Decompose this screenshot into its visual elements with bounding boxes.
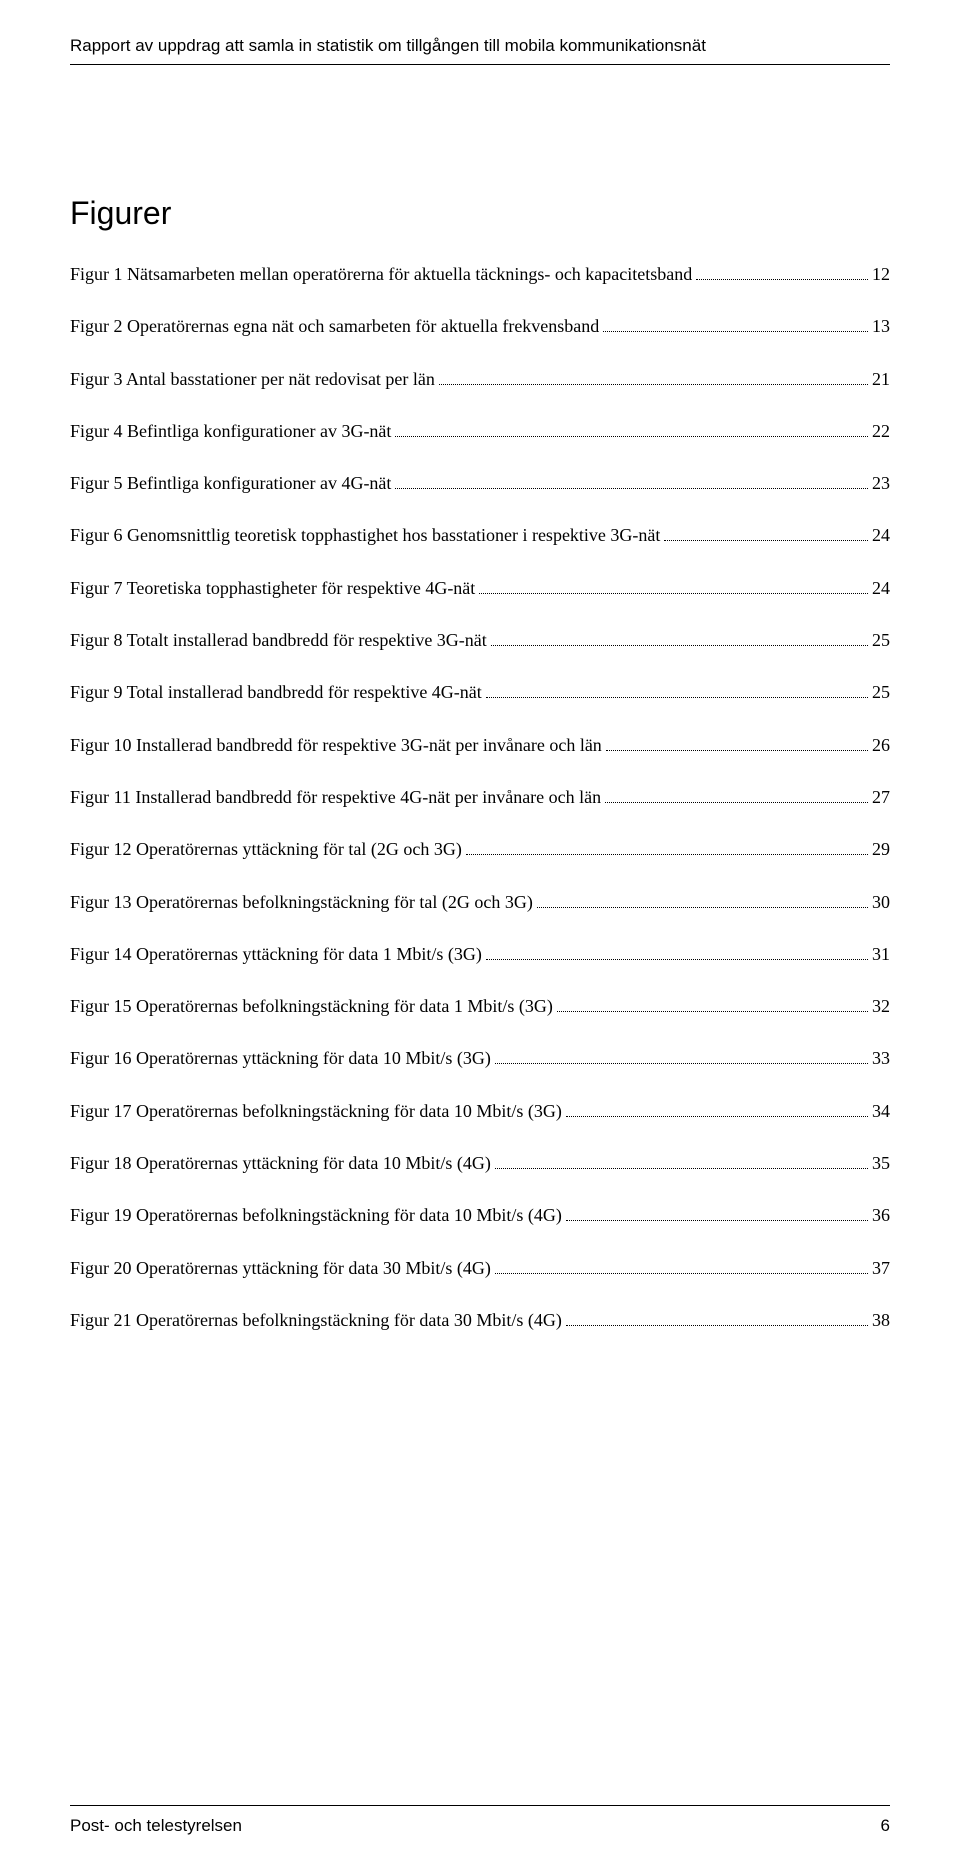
toc-row-label: Figur 14 Operatörernas yttäckning för da… [70, 942, 482, 966]
toc-row-label: Figur 2 Operatörernas egna nät och samar… [70, 314, 599, 338]
toc-leader-dots [495, 1256, 868, 1273]
toc-row: Figur 2 Operatörernas egna nät och samar… [70, 314, 890, 338]
toc-leader-dots [479, 577, 868, 594]
toc-row-label: Figur 18 Operatörernas yttäckning för da… [70, 1151, 491, 1175]
toc-row-page: 30 [872, 890, 890, 914]
document-page: Rapport av uppdrag att samla in statisti… [0, 0, 960, 1876]
toc-row: Figur 17 Operatörernas befolkningstäckni… [70, 1099, 890, 1123]
toc-leader-dots [495, 1047, 868, 1064]
footer-organization: Post- och telestyrelsen [70, 1816, 242, 1836]
toc-row-page: 24 [872, 576, 890, 600]
toc-row-label: Figur 19 Operatörernas befolkningstäckni… [70, 1203, 562, 1227]
toc-row-label: Figur 5 Befintliga konfigurationer av 4G… [70, 471, 391, 495]
toc-row-page: 25 [872, 628, 890, 652]
toc-leader-dots [606, 733, 868, 750]
toc-row-page: 27 [872, 785, 890, 809]
toc-leader-dots [566, 1100, 868, 1117]
document-header: Rapport av uppdrag att samla in statisti… [70, 36, 890, 65]
toc-row-page: 29 [872, 837, 890, 861]
toc-row-page: 33 [872, 1046, 890, 1070]
toc-leader-dots [486, 681, 868, 698]
toc-row: Figur 11 Installerad bandbredd för respe… [70, 785, 890, 809]
toc-row-label: Figur 15 Operatörernas befolkningstäckni… [70, 994, 553, 1018]
toc-row-page: 38 [872, 1308, 890, 1332]
toc-row-page: 35 [872, 1151, 890, 1175]
toc-row-page: 32 [872, 994, 890, 1018]
toc-row-page: 12 [872, 262, 890, 286]
toc-row: Figur 4 Befintliga konfigurationer av 3G… [70, 419, 890, 443]
toc-row-label: Figur 6 Genomsnittlig teoretisk topphast… [70, 523, 660, 547]
toc-leader-dots [603, 315, 868, 332]
toc-row-label: Figur 12 Operatörernas yttäckning för ta… [70, 837, 462, 861]
toc-row-page: 36 [872, 1203, 890, 1227]
document-header-title: Rapport av uppdrag att samla in statisti… [70, 36, 706, 55]
section-heading-text: Figurer [70, 195, 171, 231]
toc-row: Figur 3 Antal basstationer per nät redov… [70, 367, 890, 391]
document-footer: Post- och telestyrelsen 6 [70, 1805, 890, 1836]
toc-leader-dots [395, 472, 868, 489]
toc-row-label: Figur 11 Installerad bandbredd för respe… [70, 785, 601, 809]
toc-row-page: 34 [872, 1099, 890, 1123]
toc-row-page: 13 [872, 314, 890, 338]
toc-row: Figur 13 Operatörernas befolkningstäckni… [70, 890, 890, 914]
toc-row: Figur 8 Totalt installerad bandbredd för… [70, 628, 890, 652]
toc-leader-dots [566, 1204, 868, 1221]
vertical-spacer [70, 1360, 890, 1805]
toc-row: Figur 9 Total installerad bandbredd för … [70, 680, 890, 704]
toc-row-page: 26 [872, 733, 890, 757]
toc-row-label: Figur 16 Operatörernas yttäckning för da… [70, 1046, 491, 1070]
toc-leader-dots [395, 420, 868, 437]
toc-leader-dots [491, 629, 868, 646]
toc-leader-dots [486, 943, 868, 960]
toc-leader-dots [537, 890, 868, 907]
toc-row-label: Figur 4 Befintliga konfigurationer av 3G… [70, 419, 391, 443]
toc-row-page: 37 [872, 1256, 890, 1280]
toc-row-label: Figur 21 Operatörernas befolkningstäckni… [70, 1308, 562, 1332]
toc-row-page: 21 [872, 367, 890, 391]
toc-leader-dots [566, 1309, 868, 1326]
toc-row: Figur 19 Operatörernas befolkningstäckni… [70, 1203, 890, 1227]
toc-row: Figur 5 Befintliga konfigurationer av 4G… [70, 471, 890, 495]
toc-row-label: Figur 8 Totalt installerad bandbredd för… [70, 628, 487, 652]
toc-row: Figur 16 Operatörernas yttäckning för da… [70, 1046, 890, 1070]
toc-row: Figur 21 Operatörernas befolkningstäckni… [70, 1308, 890, 1332]
table-of-figures: Figur 1 Nätsamarbeten mellan operatörern… [70, 262, 890, 1360]
toc-row: Figur 12 Operatörernas yttäckning för ta… [70, 837, 890, 861]
toc-row: Figur 15 Operatörernas befolkningstäckni… [70, 994, 890, 1018]
toc-leader-dots [605, 786, 868, 803]
toc-row-label: Figur 20 Operatörernas yttäckning för da… [70, 1256, 491, 1280]
toc-row: Figur 14 Operatörernas yttäckning för da… [70, 942, 890, 966]
toc-row-label: Figur 1 Nätsamarbeten mellan operatörern… [70, 262, 692, 286]
toc-row: Figur 20 Operatörernas yttäckning för da… [70, 1256, 890, 1280]
toc-row: Figur 10 Installerad bandbredd för respe… [70, 733, 890, 757]
toc-leader-dots [466, 838, 868, 855]
footer-page-number: 6 [881, 1816, 890, 1836]
toc-row: Figur 7 Teoretiska topphastigheter för r… [70, 576, 890, 600]
toc-leader-dots [664, 524, 868, 541]
toc-row: Figur 6 Genomsnittlig teoretisk topphast… [70, 523, 890, 547]
toc-leader-dots [439, 367, 868, 384]
toc-leader-dots [495, 1152, 868, 1169]
toc-row-label: Figur 3 Antal basstationer per nät redov… [70, 367, 435, 391]
toc-row: Figur 18 Operatörernas yttäckning för da… [70, 1151, 890, 1175]
toc-row-page: 23 [872, 471, 890, 495]
toc-leader-dots [696, 263, 868, 280]
toc-row-label: Figur 17 Operatörernas befolkningstäckni… [70, 1099, 562, 1123]
toc-row-label: Figur 13 Operatörernas befolkningstäckni… [70, 890, 533, 914]
toc-row-label: Figur 9 Total installerad bandbredd för … [70, 680, 482, 704]
toc-row-label: Figur 10 Installerad bandbredd för respe… [70, 733, 602, 757]
toc-row-page: 31 [872, 942, 890, 966]
toc-row-page: 25 [872, 680, 890, 704]
toc-leader-dots [557, 995, 868, 1012]
toc-row-page: 24 [872, 523, 890, 547]
toc-row: Figur 1 Nätsamarbeten mellan operatörern… [70, 262, 890, 286]
section-heading: Figurer [70, 195, 890, 232]
toc-row-label: Figur 7 Teoretiska topphastigheter för r… [70, 576, 475, 600]
toc-row-page: 22 [872, 419, 890, 443]
